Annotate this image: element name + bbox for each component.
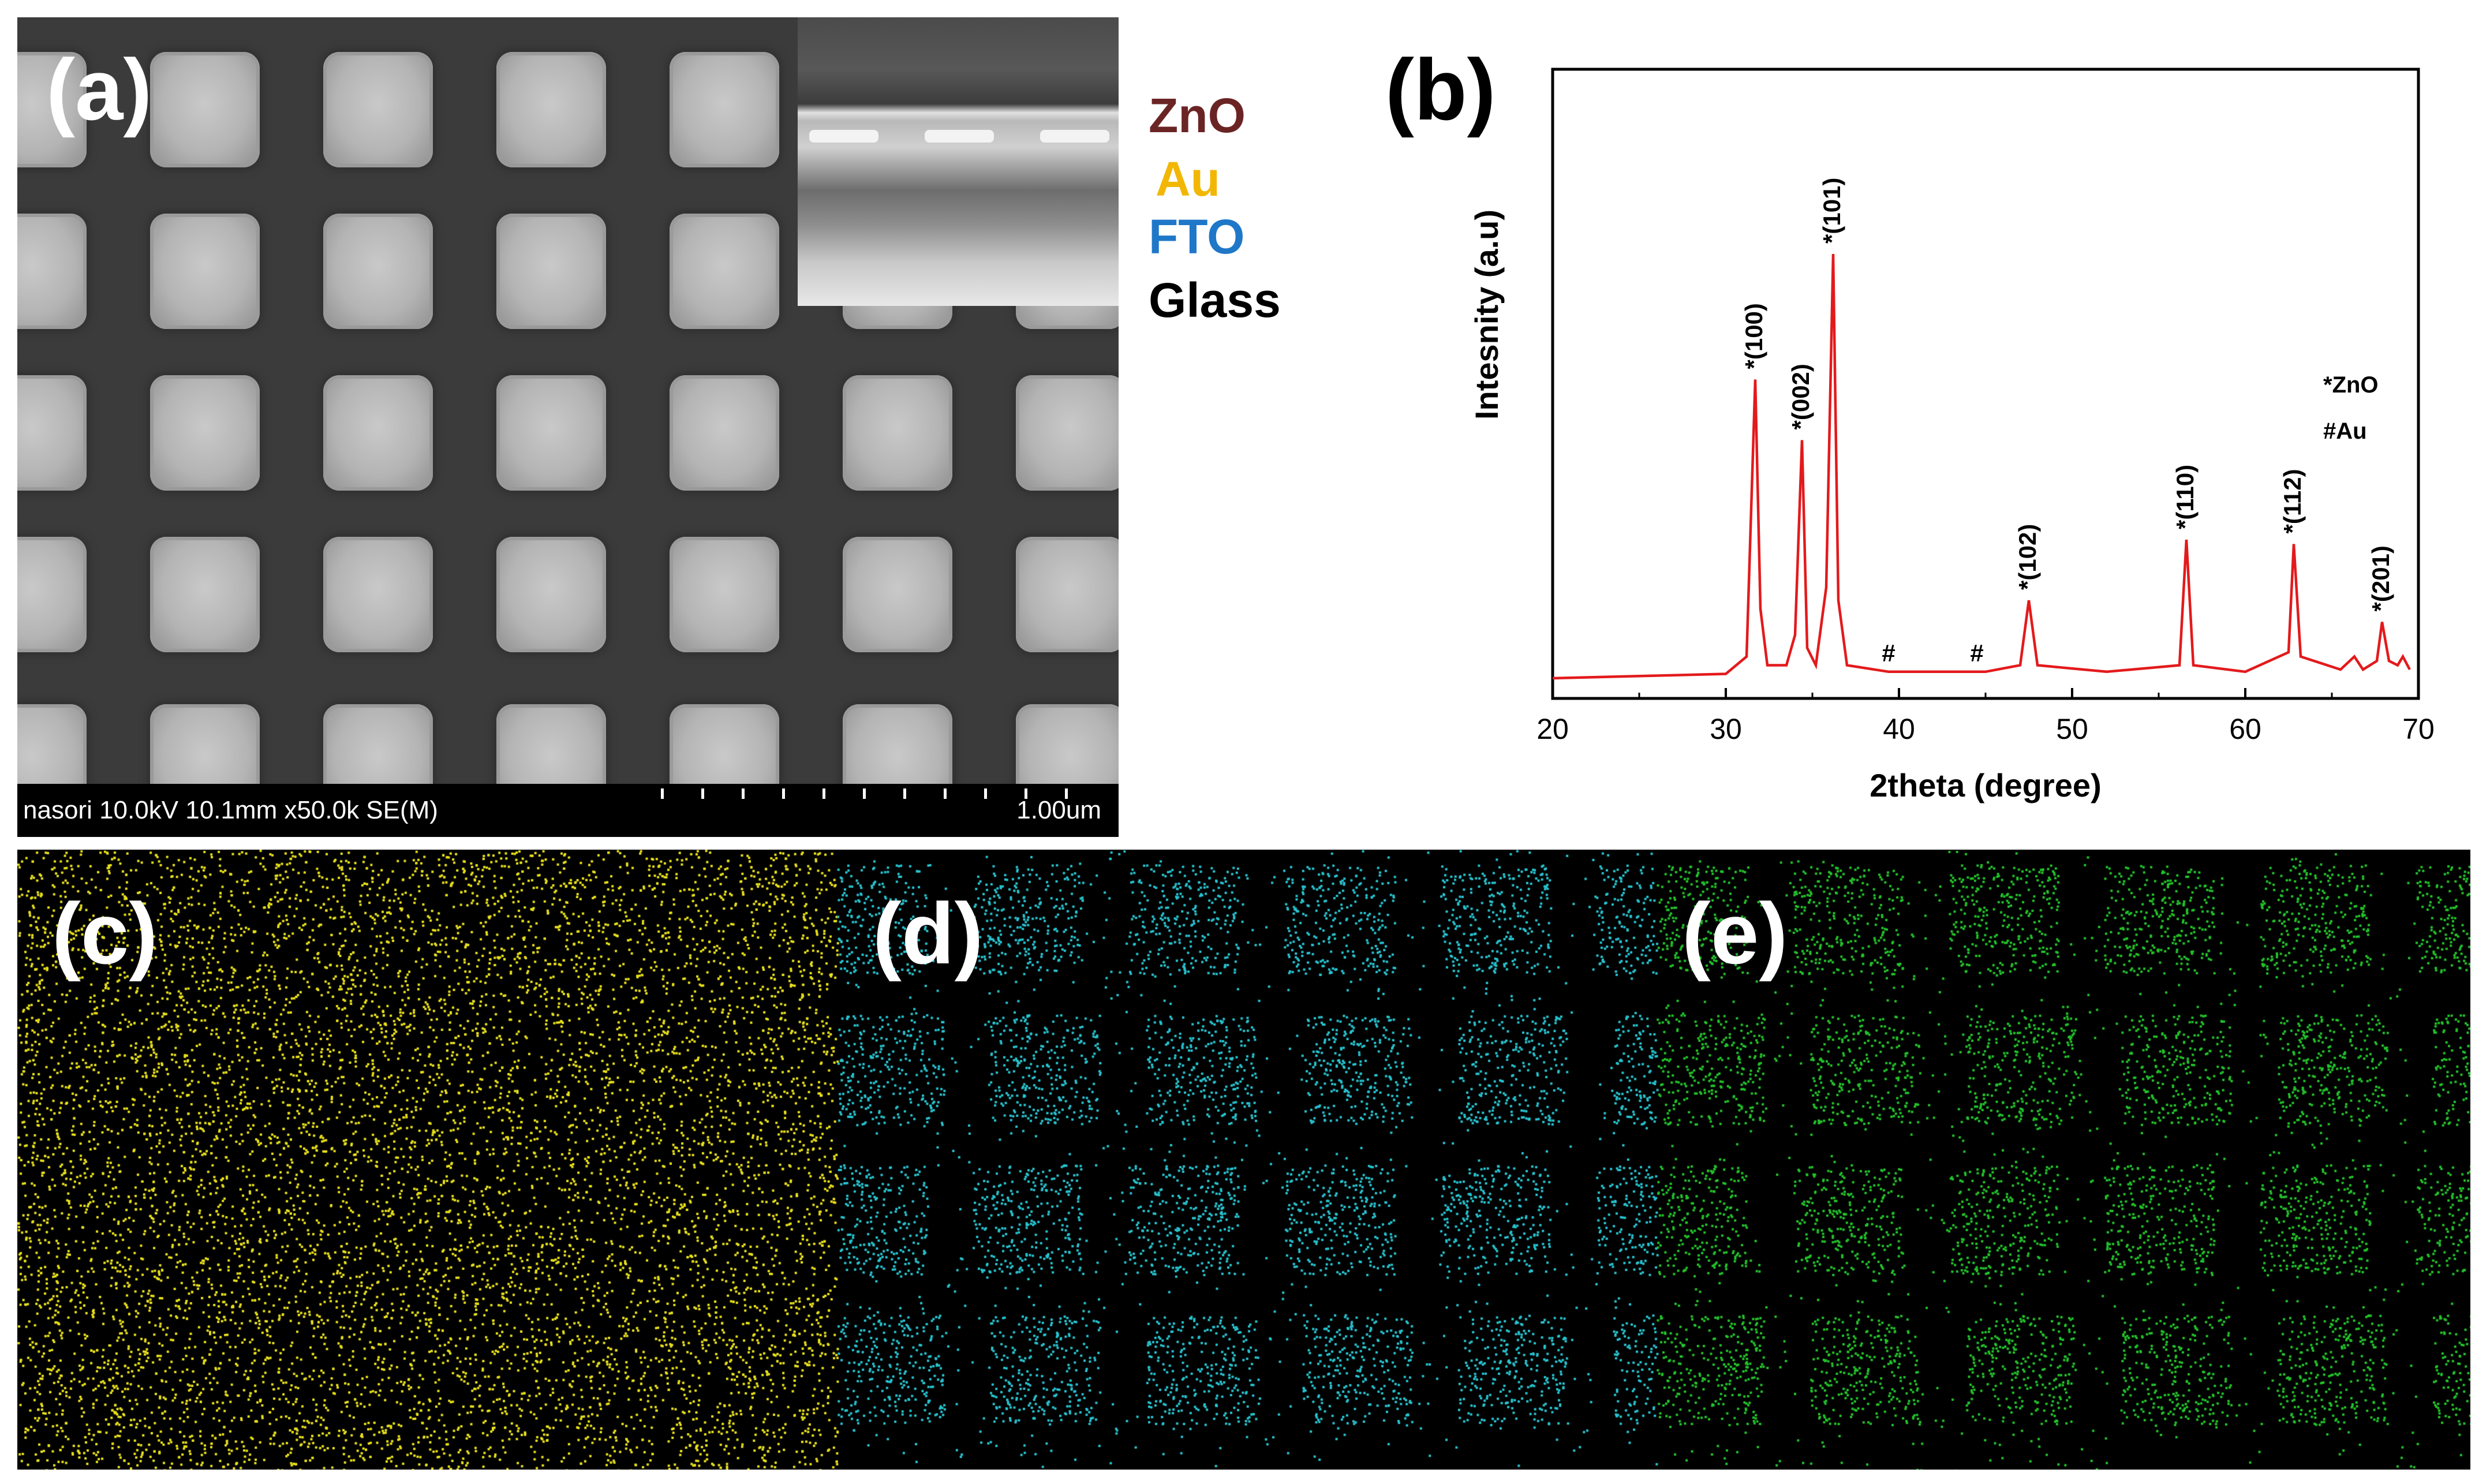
zno-pad: [323, 52, 433, 167]
zno-pad: [670, 375, 779, 491]
x-tick-label: 30: [1710, 713, 1742, 745]
zno-pad: [150, 52, 260, 167]
legend-note-zno: *ZnO: [2323, 372, 2379, 398]
zno-pad: [150, 375, 260, 491]
au-marker: #: [1970, 640, 1983, 667]
sem-image-panel: nasori 10.0kV 10.1mm x50.0k SE(M) 1.00um…: [17, 17, 1119, 837]
panel-label-b: (b): [1385, 41, 1496, 138]
legend-fto: FTO: [1149, 210, 1245, 264]
panel-label-e: (e): [1682, 885, 1788, 982]
zno-pad: [17, 214, 87, 329]
zno-pad: [17, 52, 87, 167]
inset-layer-segment: [925, 130, 994, 143]
zno-pad: [17, 375, 87, 491]
zno-pad: [1016, 537, 1119, 652]
scale-tick: [782, 788, 785, 799]
peak-label: *(100): [1740, 303, 1767, 369]
scale-tick: [1065, 788, 1068, 799]
zno-pad: [670, 537, 779, 652]
zno-pad: [323, 214, 433, 329]
scale-label: 1.00um: [1016, 796, 1101, 824]
xrd-chart: 20 30 40 50 60 70 2theta (degree) Intesnity (…: [1468, 68, 2435, 803]
legend-glass: Glass: [1149, 273, 1281, 327]
sem-metadata: nasori 10.0kV 10.1mm x50.0k SE(M): [23, 796, 438, 824]
eds-dot-map: [17, 850, 2470, 1470]
legend-zno: ZnO: [1149, 88, 1246, 143]
zno-pad: [150, 537, 260, 652]
scale-tick: [701, 788, 704, 799]
xrd-series-line: [1552, 253, 2411, 680]
peak-label: *(110): [2171, 465, 2199, 529]
zno-pad: [496, 537, 606, 652]
au-markers: # #: [1882, 640, 1983, 667]
legend-note-au: #Au: [2323, 418, 2367, 444]
inset-layer-segment: [809, 130, 878, 143]
x-tick-label: 20: [1536, 713, 1569, 745]
x-axis-label: 2theta (degree): [1870, 767, 2101, 803]
plot-frame: [1551, 68, 2420, 700]
scale-tick: [822, 788, 825, 799]
zno-pad: [150, 214, 260, 329]
scale-tick: [661, 788, 664, 799]
eds-maps: (c) (d) (e): [17, 850, 2470, 1470]
legend-au: Au: [1156, 152, 1220, 206]
panel-label-c: (c): [52, 885, 158, 982]
scale-tick: [984, 788, 987, 799]
peak-label: *(201): [2367, 545, 2394, 611]
scale-tick: [742, 788, 745, 799]
zno-pad: [496, 52, 606, 167]
scale-tick: [863, 788, 866, 799]
zno-pad: [670, 52, 779, 167]
panel-label-a: (a): [46, 41, 152, 138]
cross-section-inset: [798, 17, 1119, 306]
zno-pad: [323, 537, 433, 652]
au-marker: #: [1882, 640, 1895, 667]
zno-pad: [843, 375, 952, 491]
peak-label: *(102): [2014, 524, 2041, 590]
zno-pad: [843, 537, 952, 652]
peak-label: *(112): [2279, 469, 2306, 533]
peak-label: *(002): [1787, 364, 1814, 429]
x-tick-label: 40: [1883, 713, 1915, 745]
sem-info-bar: nasori 10.0kV 10.1mm x50.0k SE(M) 1.00um: [17, 784, 1119, 837]
zno-pad: [670, 214, 779, 329]
x-axis: 20 30 40 50 60 70: [1536, 688, 2435, 745]
inset-layer-segment: [1040, 130, 1109, 143]
zno-pad: [496, 214, 606, 329]
x-tick-label: 70: [2402, 713, 2435, 745]
scale-tick: [903, 788, 906, 799]
zno-pad: [323, 375, 433, 491]
x-tick-label: 60: [2229, 713, 2261, 745]
zno-pad: [17, 537, 87, 652]
peak-annotations: *(100) *(002) *(101) *(102) *(110) *(112) *(20…: [1740, 178, 2394, 612]
zno-pad: [496, 375, 606, 491]
scale-tick: [944, 788, 947, 799]
y-axis-label: Intesnity (a.u): [1468, 210, 1505, 420]
scale-tick: [1025, 788, 1027, 799]
x-tick-label: 50: [2056, 713, 2088, 745]
panel-label-d: (d): [873, 885, 984, 982]
peak-label: *(101): [1818, 178, 1845, 244]
zno-pad: [1016, 375, 1119, 491]
